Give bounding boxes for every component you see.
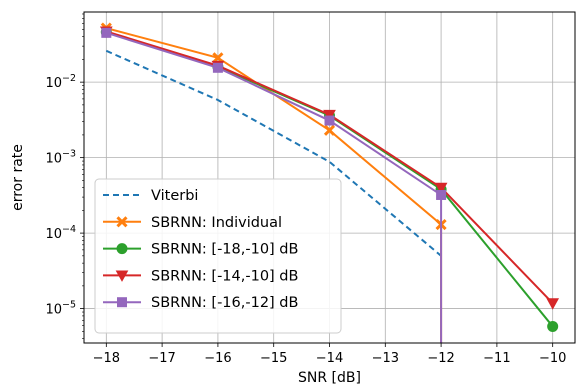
x-tick-label: −11 (483, 351, 510, 366)
data-point (323, 124, 336, 136)
x-tick-label: −13 (372, 351, 399, 366)
legend-label: SBRNN: Individual (151, 215, 282, 231)
data-point (436, 189, 447, 200)
y-tick-label: 10−4 (45, 224, 76, 242)
legend-label: SBRNN: [-16,-12] dB (151, 295, 298, 311)
x-tick-label: −10 (539, 351, 566, 366)
x-tick-label: −18 (93, 351, 120, 366)
data-point (212, 62, 223, 73)
y-tick-label: 10−3 (45, 149, 76, 167)
legend-label: SBRNN: [-14,-10] dB (151, 268, 298, 284)
x-axis-label: SNR [dB] (298, 370, 361, 386)
legend: Viterbi SBRNN: Individual SBRNN: [-18,-10]… (94, 178, 342, 334)
y-axis-label: error rate (10, 144, 26, 211)
x-tick-label: −16 (204, 351, 231, 366)
legend-label: SBRNN: [-18,-10] dB (151, 242, 298, 258)
x-tick-label: −15 (260, 351, 287, 366)
legend-box (94, 178, 342, 334)
y-tick-label: 10−5 (45, 300, 76, 318)
series-line (105, 49, 442, 257)
data-point (547, 320, 559, 332)
data-point (101, 27, 112, 38)
legend-label: Viterbi (151, 188, 198, 204)
data-point (434, 182, 448, 195)
series-viterbi (105, 49, 442, 257)
data-point (324, 115, 335, 126)
data-point (212, 52, 224, 64)
x-tick-label: −14 (316, 351, 343, 366)
data-point (546, 298, 560, 310)
legend-marker (116, 216, 128, 228)
y-tick-label: 10−2 (45, 73, 76, 91)
series-layer (99, 22, 560, 343)
legend-marker (116, 243, 128, 255)
legend-marker (117, 297, 127, 308)
x-tick-label: −17 (148, 351, 175, 366)
x-tick-label: −12 (427, 351, 454, 366)
data-point (323, 109, 336, 122)
legend-marker (115, 270, 129, 282)
axis-ticks: −18 −17 −16 −15 −14 −13 −12 −11 −10 10−5 10−4 10−3 1… (45, 13, 566, 366)
series-sbrnn-16-12-db (101, 27, 447, 343)
